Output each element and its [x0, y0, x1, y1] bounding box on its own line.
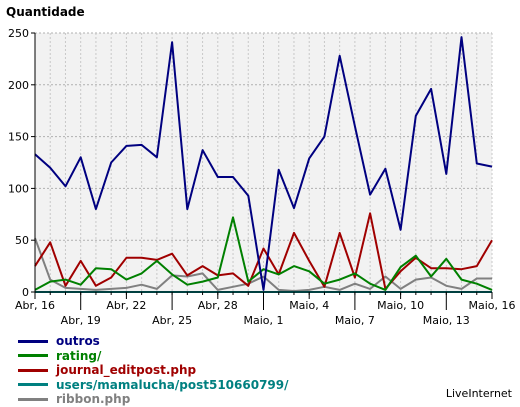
brand-label: LiveInternet	[445, 387, 512, 400]
series-line-outros	[34, 36, 493, 291]
y-axis-title: Quantidade	[6, 5, 85, 19]
x-tick-label: Maio, 7	[335, 314, 375, 327]
series-line-journal-editpost-php	[34, 212, 493, 290]
x-tick-label: Maio, 16	[468, 299, 515, 312]
y-tick-label: 100	[8, 182, 29, 195]
legend-item: rating/	[14, 349, 289, 364]
legend-swatch	[18, 368, 48, 372]
legend-item: ribbon.php	[14, 392, 289, 407]
legend: outros rating/journal_editpost.php users/m…	[14, 334, 289, 407]
y-tick-label: 0	[22, 286, 29, 299]
x-tick-label: Maio, 13	[423, 314, 470, 327]
legend-label: ribbon.php	[56, 392, 131, 407]
legend-item: users/mamalucha/post510660799/	[14, 378, 289, 393]
series-line-rating	[34, 216, 493, 291]
x-tick-label: Abr, 28	[198, 299, 238, 312]
legend-swatch	[18, 339, 48, 343]
y-tick-label: 50	[15, 234, 29, 247]
legend-label: outros	[56, 334, 100, 349]
legend-item: journal_editpost.php	[14, 363, 289, 378]
y-tick-label: 150	[8, 131, 29, 144]
legend-swatch	[18, 397, 48, 401]
x-tick-label: Maio, 4	[289, 299, 329, 312]
x-tick-label: Maio, 10	[377, 299, 424, 312]
series-line-ribbon-php	[34, 237, 492, 292]
y-tick-label: 250	[8, 27, 29, 40]
legend-item: outros	[14, 334, 289, 349]
legend-label: rating/	[56, 348, 102, 363]
legend-swatch	[18, 383, 48, 387]
y-tick-label: 200	[8, 79, 29, 92]
line-chart: Quantidade 0 50 100 150 200 250 Abr, 16 Abr, 1…	[6, 5, 516, 327]
legend-label: users/mamalucha/post510660799/	[56, 377, 289, 392]
x-tick-label: Maio, 1	[243, 314, 283, 327]
legend-label: journal_editpost.php	[56, 363, 197, 378]
legend-swatch	[18, 354, 48, 358]
x-tick-label: Abr, 22	[106, 299, 146, 312]
x-tick-label: Abr, 19	[61, 314, 101, 327]
x-tick-label: Abr, 25	[152, 314, 192, 327]
x-tick-label: Abr, 16	[15, 299, 55, 312]
